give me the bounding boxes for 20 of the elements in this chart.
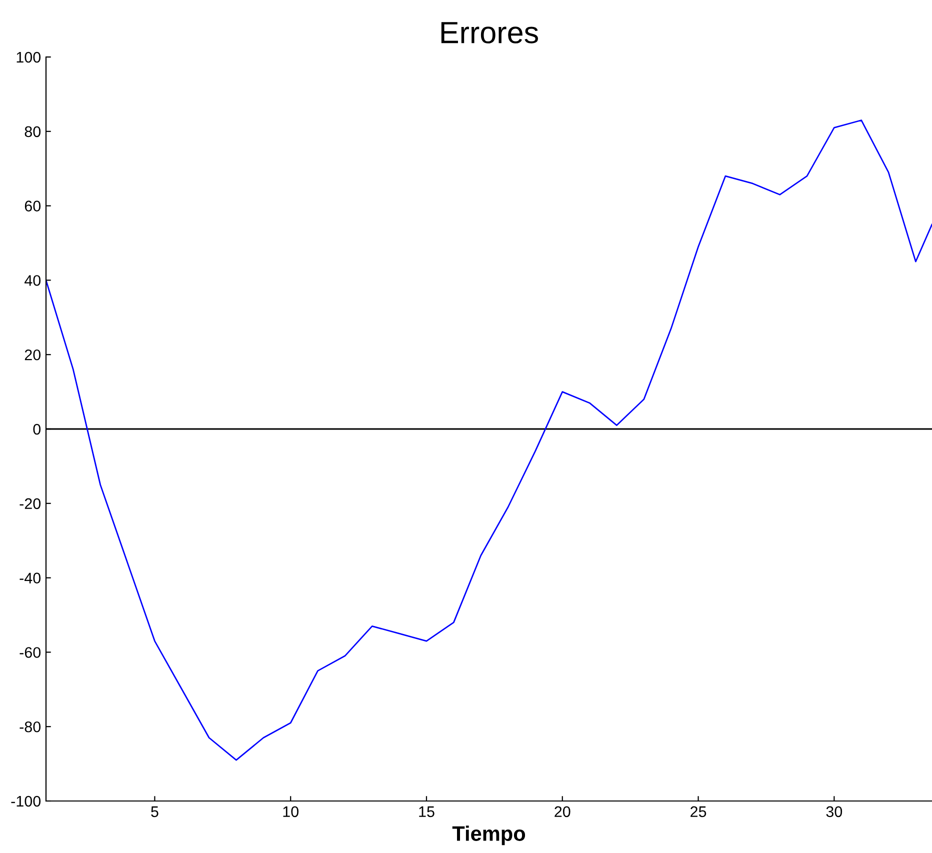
y-tick-label: 60 [24,200,41,212]
y-tick-label: -100 [11,796,41,807]
y-tick-label: -60 [20,647,41,658]
y-tick-label: -80 [20,721,41,732]
x-tick-label: 25 [690,806,706,818]
y-tick-label: 80 [24,126,41,138]
x-tick-label: 10 [283,806,298,818]
y-tick-label: 0 [33,424,41,435]
y-tick-label: -40 [20,572,41,584]
chart-title: Errores [441,22,538,44]
x-tick-label: 20 [554,806,570,818]
y-tick-label: -20 [20,498,41,510]
x-tick-label: 5 [151,806,158,818]
y-tick-label: 40 [24,275,41,286]
x-axis-title: Tiempo [452,826,526,846]
x-tick-label: 30 [826,806,842,818]
x-tick-label: 15 [419,806,434,818]
y-tick-label: 20 [24,349,41,360]
y-tick-label: 100 [16,52,41,63]
line-series [46,120,932,761]
